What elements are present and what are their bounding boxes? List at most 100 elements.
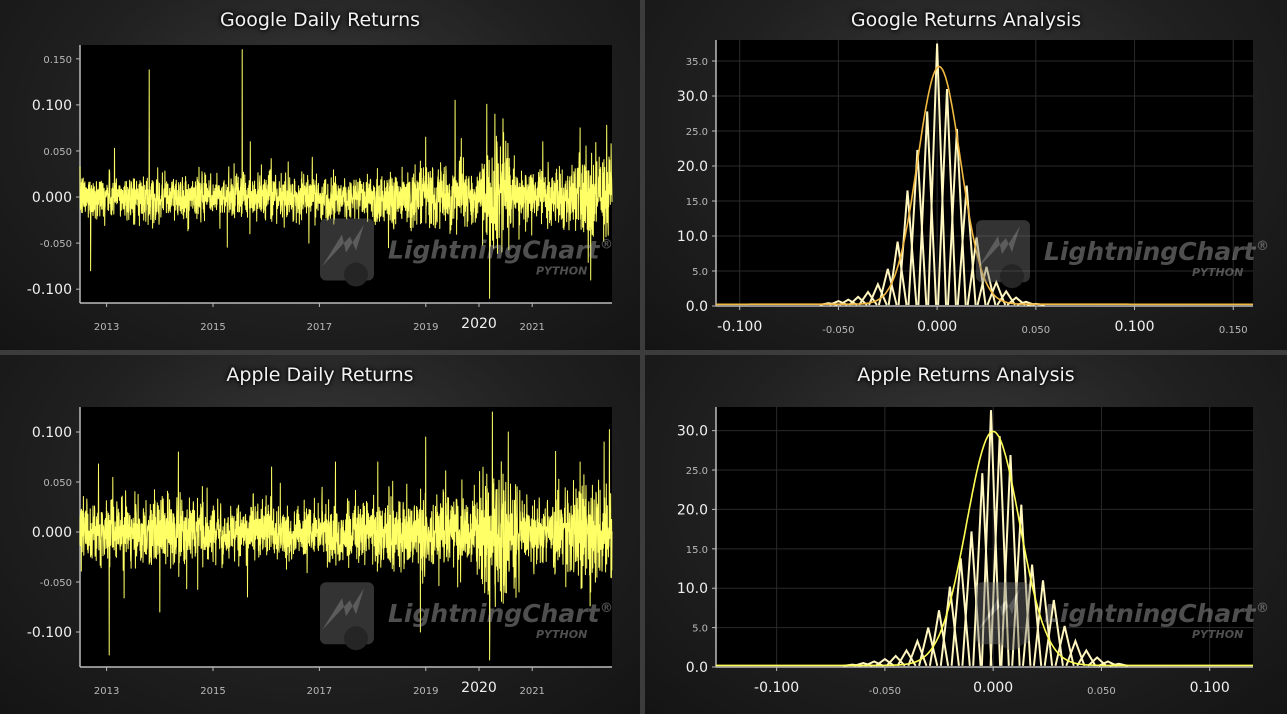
x-tick-label: 2019 <box>413 686 438 697</box>
returns-series-line <box>79 411 613 661</box>
y-tick-label: 10.0 <box>677 229 708 245</box>
y-tick-label: 0.150 <box>43 55 72 66</box>
y-tick-label: 5.0 <box>692 624 708 635</box>
lightning-bolt-icon <box>322 224 364 267</box>
histogram-bar <box>868 281 888 306</box>
x-tick-label: -0.100 <box>754 680 799 696</box>
histogram-bar <box>989 436 1010 666</box>
histogram-bar <box>896 648 917 667</box>
x-tick-label: 0.000 <box>973 680 1013 696</box>
x-tick-label: 2013 <box>94 686 119 697</box>
x-tick-label: -0.050 <box>869 686 901 697</box>
histogram-bar <box>858 290 878 306</box>
histogram-bar <box>937 88 957 305</box>
watermark-sub: PYTHON <box>536 628 587 641</box>
returns-series-line <box>79 49 613 299</box>
y-tick-label: 25.0 <box>686 127 708 138</box>
x-tick-label: 2020 <box>461 316 497 332</box>
lightningchart-watermark: LightningChart ® PYTHON <box>976 220 1269 289</box>
watermark-sub: PYTHON <box>536 265 587 278</box>
python-logo-icon <box>344 626 368 651</box>
lightning-bolt-icon <box>978 588 1020 631</box>
google-daily-returns-panel: Google Daily Returns 0.150 0.100 0.050 0.00… <box>0 0 640 350</box>
watermark-registered: ® <box>600 601 613 616</box>
histogram-bar <box>907 149 928 306</box>
y-tick-label: 35.0 <box>686 57 708 68</box>
y-tick-label: 0.050 <box>43 147 72 158</box>
y-tick-label: -0.100 <box>27 282 72 298</box>
y-tick-label: -0.050 <box>40 239 72 250</box>
watermark-brand: LightningChart <box>1044 237 1257 266</box>
histogram-bar <box>917 111 938 305</box>
python-logo-icon <box>1000 626 1024 651</box>
watermark-logo-box <box>976 582 1030 645</box>
google-returns-analysis-panel: Google Returns Analysis 0.0 5.0 10.0 15.0 20… <box>645 0 1287 350</box>
histogram-bar <box>972 473 993 666</box>
histogram-bar <box>877 268 898 306</box>
lightningchart-watermark: LightningChart ® PYTHON <box>320 218 613 287</box>
histogram-bar <box>918 627 939 667</box>
python-logo-icon <box>1000 264 1024 289</box>
watermark-registered: ® <box>1256 239 1269 254</box>
watermark-brand: LightningChart <box>388 236 601 265</box>
watermark-sub: PYTHON <box>1192 628 1243 641</box>
plot-area <box>716 40 1253 306</box>
histogram-bar <box>864 660 884 667</box>
x-tick-label: 2017 <box>307 322 332 333</box>
y-tick-label: -0.100 <box>27 625 72 641</box>
y-tick-label: 0.000 <box>32 525 72 541</box>
kde-curve <box>716 65 1253 306</box>
x-tick-label: 2019 <box>413 322 438 333</box>
apple-daily-returns-chart[interactable]: 0.100 0.050 0.000 -0.050 -0.100 2013 2015 2017 2… <box>0 355 640 714</box>
histogram-bar <box>927 43 947 305</box>
y-tick-label: 20.0 <box>677 159 708 175</box>
y-tick-label: 15.0 <box>686 197 708 208</box>
x-tick-label: 0.000 <box>917 319 957 335</box>
lightningchart-watermark: LightningChart ® PYTHON <box>976 582 1269 651</box>
watermark-brand: LightningChart <box>1044 599 1257 628</box>
panel-title: Google Returns Analysis <box>850 9 1082 31</box>
histogram-bar <box>897 190 918 306</box>
y-tick-label: 0.0 <box>686 660 708 676</box>
x-tick-label: 2013 <box>94 322 119 333</box>
google-returns-analysis-chart[interactable]: 0.0 5.0 10.0 15.0 20.0 25.0 30.0 35.0 -0.100 -0.0… <box>645 0 1287 350</box>
x-tick-label: 2017 <box>307 686 332 697</box>
x-tick-label: 2021 <box>519 686 544 697</box>
google-daily-returns-chart[interactable]: 0.150 0.100 0.050 0.000 -0.050 -0.100 2013 2015… <box>0 0 640 350</box>
x-tick-label: 0.050 <box>1022 325 1051 336</box>
histogram-bar <box>875 657 895 667</box>
panel-title: Google Daily Returns <box>219 9 421 31</box>
watermark-logo-box <box>976 220 1030 283</box>
python-logo-icon <box>344 262 368 287</box>
plot-area <box>80 45 612 303</box>
y-tick-label: 30.0 <box>677 424 708 440</box>
panel-title: Apple Returns Analysis <box>857 364 1075 386</box>
panel-title: Apple Daily Returns <box>226 364 414 386</box>
histogram-bar <box>885 654 906 667</box>
watermark-brand: LightningChart <box>388 599 601 628</box>
apple-returns-analysis-chart[interactable]: 0.0 5.0 10.0 15.0 20.0 25.0 30.0 -0.100 -0.050 0.… <box>645 355 1287 714</box>
y-tick-label: 0.050 <box>43 478 72 489</box>
histogram-bar <box>939 586 960 666</box>
y-tick-label: -0.050 <box>40 578 72 589</box>
y-tick-label: 30.0 <box>677 89 708 105</box>
x-tick-label: 2020 <box>461 680 497 696</box>
x-tick-label: 0.100 <box>1114 319 1154 335</box>
x-tick-label: 2021 <box>519 322 544 333</box>
x-tick-label: 0.050 <box>1087 686 1116 697</box>
histogram-bar <box>980 410 1002 666</box>
y-tick-label: 15.0 <box>686 545 708 556</box>
lightning-bolt-icon <box>322 588 364 631</box>
x-tick-label: 0.150 <box>1219 325 1248 336</box>
y-tick-label: 25.0 <box>686 466 708 477</box>
watermark-logo-box <box>320 218 374 281</box>
x-tick-label: 0.100 <box>1190 680 1230 696</box>
x-tick-label: -0.050 <box>822 325 854 336</box>
x-tick-label: 2015 <box>200 322 225 333</box>
lightning-bolt-icon <box>978 226 1020 269</box>
y-tick-label: 0.100 <box>32 98 72 114</box>
y-tick-label: 10.0 <box>677 581 708 597</box>
histogram-bar <box>961 531 982 666</box>
lightningchart-watermark: LightningChart ® PYTHON <box>320 582 613 651</box>
